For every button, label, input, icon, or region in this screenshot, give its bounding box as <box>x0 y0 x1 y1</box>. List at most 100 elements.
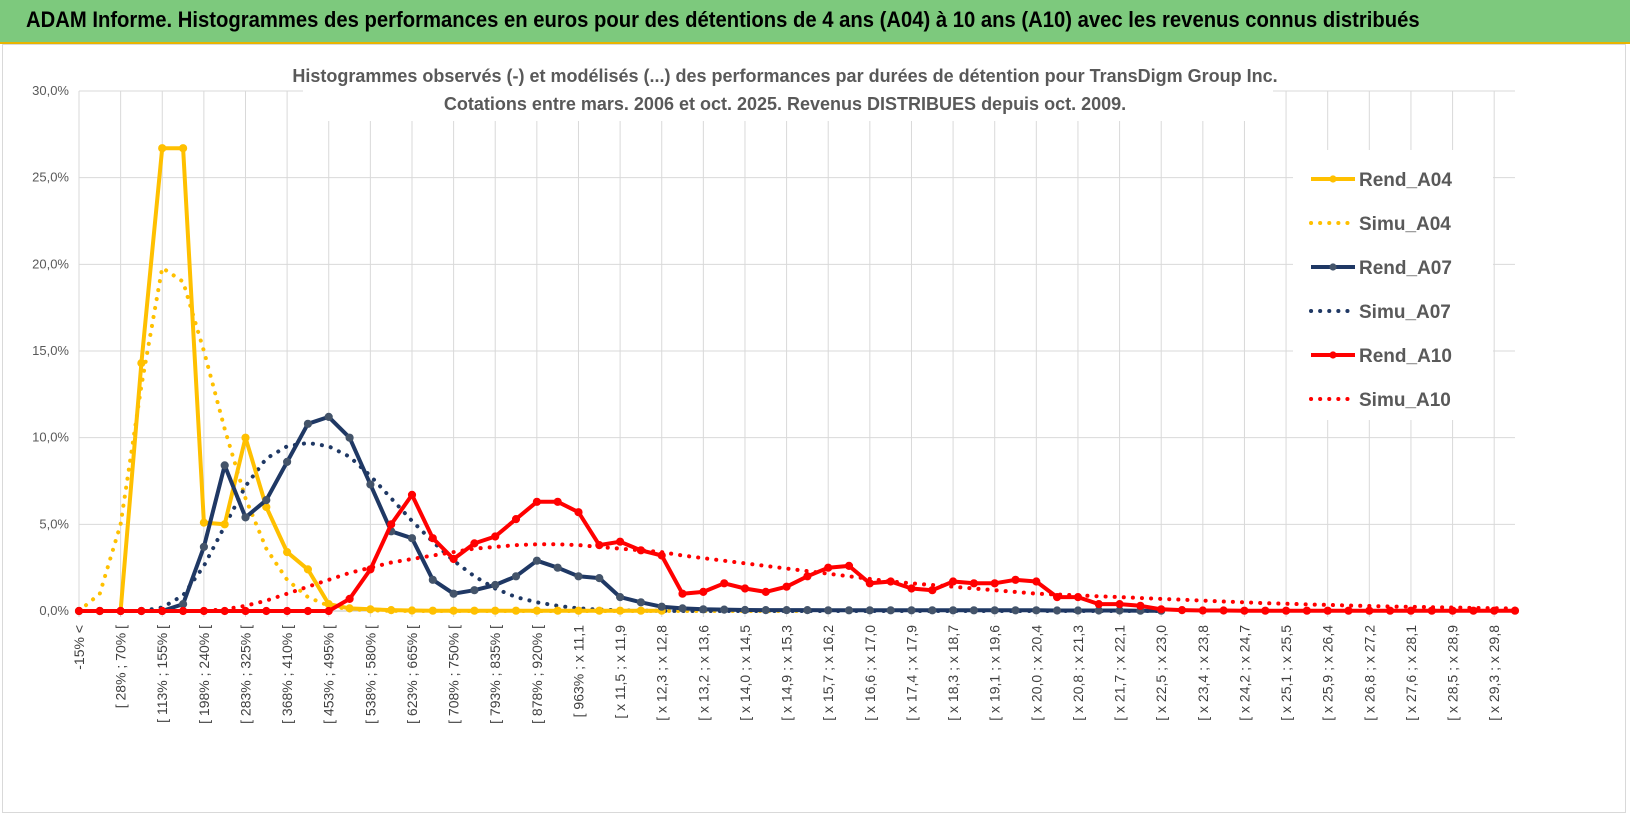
data-point <box>387 606 396 615</box>
data-point <box>324 600 333 609</box>
data-point <box>345 604 354 613</box>
data-point <box>283 457 292 466</box>
x-tick-label: [ 878% ; 920% [ <box>529 625 545 724</box>
data-point <box>1032 606 1041 615</box>
data-point <box>1177 606 1187 615</box>
legend-label: Simu_A10 <box>1359 390 1451 411</box>
legend-entry-Simu_A10: Simu_A10 <box>1309 390 1451 411</box>
legend-entry-Rend_A10: Rend_A10 <box>1311 346 1452 367</box>
data-point <box>1011 606 1020 615</box>
data-point <box>470 606 479 615</box>
data-point <box>1011 575 1020 584</box>
data-point <box>470 586 479 595</box>
data-point <box>1157 605 1166 614</box>
data-point <box>1115 600 1124 609</box>
data-point <box>220 606 229 616</box>
histogram-chart: 0,0% 5,0% 10,0% 15,0% 20,0% 25,0% 30,0% -15% <… <box>32 63 1520 724</box>
data-point <box>803 606 812 615</box>
data-point <box>1406 606 1416 615</box>
legend-entry-Simu_A04: Simu_A04 <box>1309 214 1451 235</box>
data-point <box>491 532 500 541</box>
data-point <box>1073 606 1083 615</box>
data-point <box>699 587 708 597</box>
data-point <box>303 565 312 574</box>
legend-marker <box>1329 175 1337 183</box>
data-point <box>720 605 729 614</box>
data-point <box>907 584 916 593</box>
x-tick-label: [ x 18,3 ; x 18,7 <box>945 625 961 721</box>
x-tick-label: [ x 19,1 ; x 19,6 <box>987 625 1003 721</box>
data-point <box>366 480 375 489</box>
x-tick-label: [ 28% ; 70% [ <box>113 625 129 708</box>
x-tick-label: [ x 27,6 ; x 28,1 <box>1403 625 1419 721</box>
chart-frame: 0,0% 5,0% 10,0% 15,0% 20,0% 25,0% 30,0% -15% <… <box>2 44 1626 813</box>
data-point <box>657 551 666 560</box>
data-point <box>949 577 958 586</box>
x-tick-label: [ 453% ; 495% [ <box>321 625 337 724</box>
data-point <box>720 579 729 588</box>
data-point <box>1282 606 1291 615</box>
data-point <box>283 606 292 616</box>
data-point <box>199 518 208 527</box>
y-axis: 0,0% 5,0% 10,0% 15,0% 20,0% 25,0% 30,0% <box>32 83 69 618</box>
data-point <box>241 513 250 522</box>
legend-label: Rend_A10 <box>1359 346 1452 367</box>
data-point <box>636 546 646 555</box>
legend-entry-Rend_A07: Rend_A07 <box>1311 258 1452 279</box>
legend: Rend_A04 Simu_A04 Rend_A07 Simu_A07 Rend_A10… <box>1293 150 1493 420</box>
data-point <box>1386 606 1395 615</box>
data-point <box>407 606 417 615</box>
data-point <box>1490 606 1499 615</box>
data-point <box>844 606 854 615</box>
data-point <box>1240 606 1249 615</box>
x-tick-label: [ x 28,5 ; x 28,9 <box>1445 625 1461 721</box>
data-point <box>303 419 312 428</box>
data-point <box>158 144 167 153</box>
data-point <box>137 359 146 368</box>
data-point <box>636 598 646 607</box>
chart-title: Histogrammes observés (-) et modélisés (… <box>292 66 1277 86</box>
x-tick-label: [ x 29,3 ; x 29,8 <box>1486 625 1502 721</box>
x-tick-label: [ 113% ; 155% [ <box>154 625 170 723</box>
x-tick-label: [ x 17,4 ; x 17,9 <box>903 625 919 721</box>
data-point <box>428 575 437 584</box>
data-point <box>1261 606 1270 615</box>
chart-titles: Histogrammes observés (-) et modélisés (… <box>292 63 1278 121</box>
data-point <box>324 606 333 616</box>
x-tick-label: [ x 26,8 ; x 27,2 <box>1361 625 1377 721</box>
data-point <box>990 579 999 588</box>
legend-label: Rend_A07 <box>1359 258 1452 279</box>
data-point <box>1302 606 1312 615</box>
data-point <box>470 539 479 548</box>
legend-label: Simu_A07 <box>1359 302 1451 323</box>
legend-label: Simu_A04 <box>1359 214 1451 235</box>
legend-background <box>1293 150 1493 420</box>
y-tick-label: 0,0% <box>39 603 69 618</box>
data-point <box>636 606 646 615</box>
x-tick-label: [ 538% ; 580% [ <box>362 625 378 724</box>
series-Simu_A10 <box>77 542 1517 613</box>
x-tick-label: [ x 11,5 ; x 11,9 <box>612 625 628 719</box>
data-point <box>262 606 271 616</box>
y-tick-label: 15,0% <box>32 343 69 358</box>
data-point <box>303 606 312 616</box>
data-point <box>449 589 458 598</box>
data-point <box>844 561 854 571</box>
data-point <box>699 605 708 614</box>
x-tick-label: [ 283% ; 325% [ <box>237 625 253 724</box>
data-point <box>761 606 770 615</box>
x-tick-label: [ 198% ; 240% [ <box>196 625 212 724</box>
data-point <box>824 563 833 572</box>
legend-entry-Simu_A07: Simu_A07 <box>1309 302 1451 323</box>
data-point <box>574 606 583 615</box>
data-point <box>1448 606 1457 615</box>
data-point <box>1198 606 1207 615</box>
data-point <box>928 606 937 615</box>
x-tick-label: [ x 12,3 ; x 12,8 <box>654 625 670 721</box>
data-point <box>179 606 188 616</box>
x-tick-label: [ 623% ; 665% [ <box>404 625 420 724</box>
data-point <box>407 534 417 543</box>
data-point <box>1510 606 1520 615</box>
chart-subtitle: Cotations entre mars. 2006 et oct. 2025.… <box>444 94 1126 114</box>
data-point <box>1053 606 1062 615</box>
